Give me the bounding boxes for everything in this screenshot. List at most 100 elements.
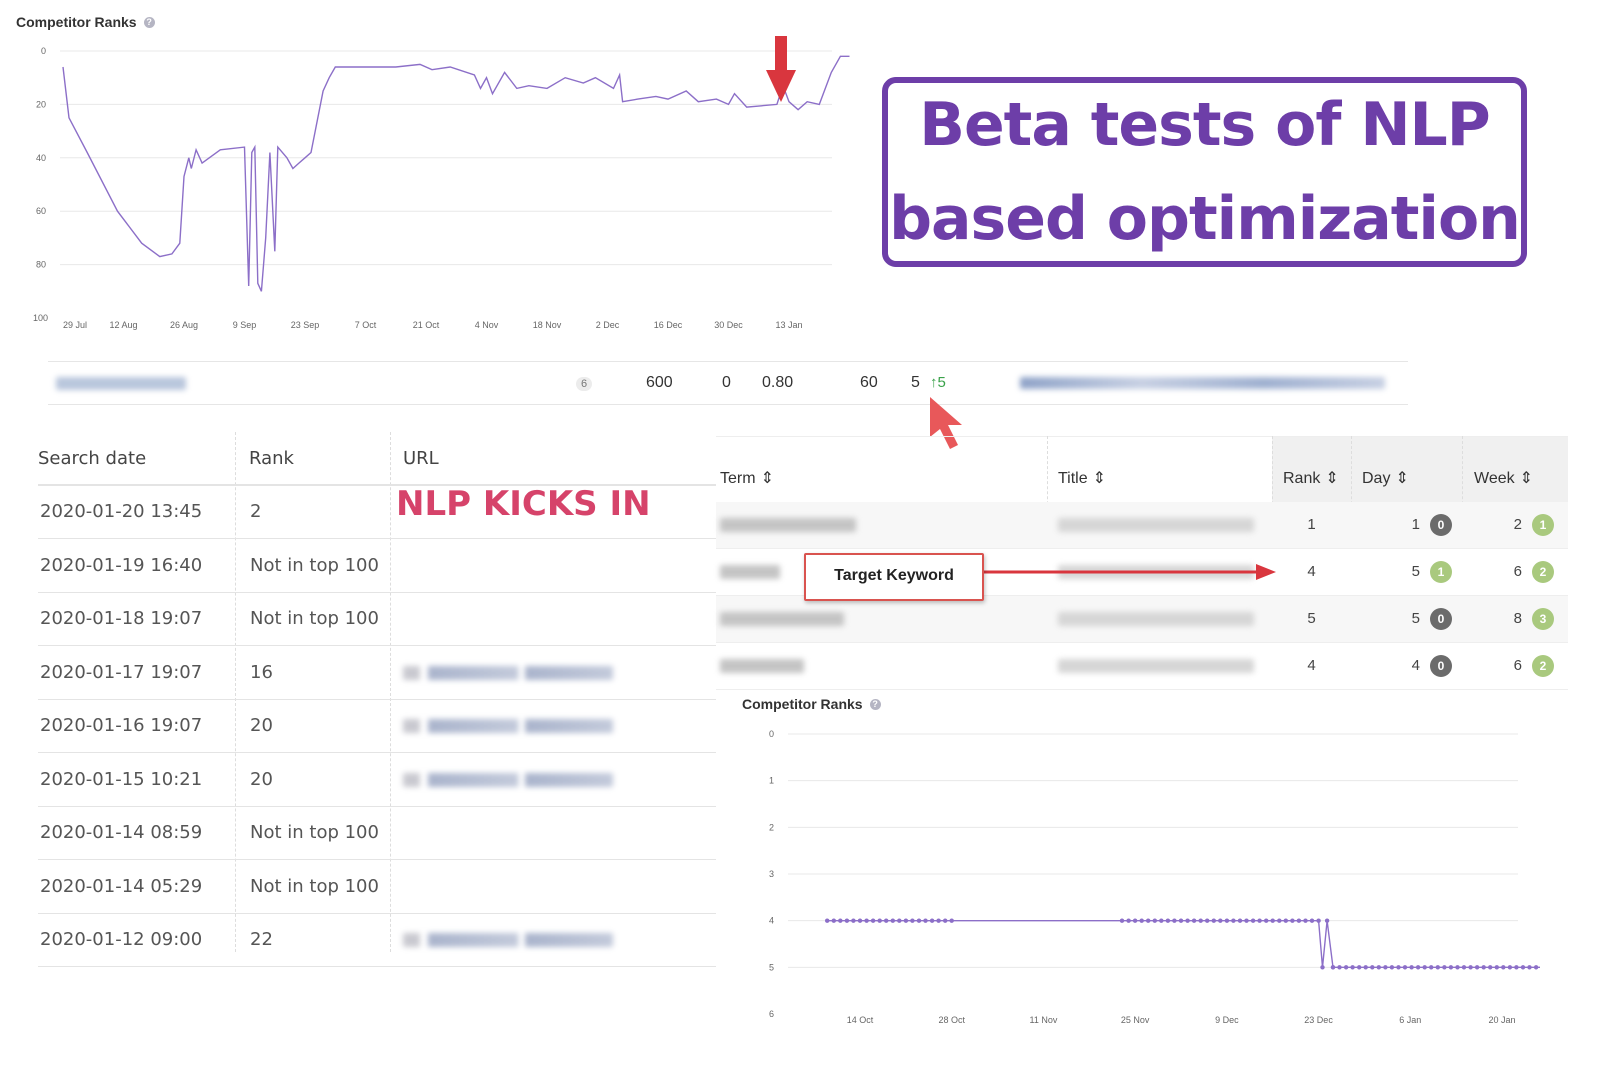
data-point: [1468, 965, 1473, 970]
week-value: 8: [1513, 610, 1522, 627]
keyword-row[interactable]: 6 600 0 0.80 60 5 ↑5: [48, 361, 1408, 405]
blurred-title: [1058, 659, 1254, 673]
table-row: 2020-01-14 05:29 Not in top 100: [38, 860, 716, 914]
search-date-cell: 2020-01-15 10:21: [40, 768, 203, 790]
data-point: [1337, 965, 1342, 970]
day-change-badge: 0: [1430, 655, 1452, 678]
week-change-badge: 3: [1532, 608, 1554, 631]
header-day[interactable]: Day ⇕: [1362, 437, 1409, 503]
rank-cell: 22: [250, 929, 273, 950]
data-point: [1527, 965, 1532, 970]
table-header: Search date Rank URL: [38, 432, 716, 486]
data-point: [1507, 965, 1513, 970]
data-point: [1409, 965, 1414, 970]
top-chart-title-text: Competitor Ranks: [16, 14, 137, 30]
header-day-label: Day: [1362, 470, 1391, 488]
data-point: [1178, 918, 1184, 923]
x-tick-label: 13 Jan: [775, 320, 802, 330]
day-value: 5: [1411, 563, 1420, 580]
keyword-metric-2: 0: [722, 374, 731, 391]
top-chart-title: Competitor Ranks ?: [16, 14, 155, 30]
header-rank[interactable]: Rank ⇕: [1283, 437, 1339, 503]
sort-icon: ⇕: [1092, 470, 1107, 487]
header-title[interactable]: Title ⇕: [1058, 437, 1106, 503]
data-point: [1264, 918, 1269, 923]
data-point: [1205, 918, 1210, 923]
data-point: [857, 918, 863, 923]
help-icon[interactable]: ?: [869, 698, 881, 710]
x-tick-label: 9 Dec: [1215, 1015, 1239, 1025]
header-url[interactable]: URL: [403, 448, 439, 469]
terms-header: Term ⇕ Title ⇕ Rank ⇕ Day ⇕ Week ⇕: [716, 436, 1568, 504]
keyword-metric-4: 60: [860, 374, 878, 391]
table-row: 2020-01-20 13:45 2: [38, 485, 716, 539]
data-point: [1330, 965, 1336, 970]
data-point: [838, 918, 843, 923]
day-value: 4: [1411, 657, 1420, 674]
data-point: [844, 918, 850, 923]
search-date-cell: 2020-01-18 19:07: [40, 608, 203, 629]
search-date-cell: 2020-01-16 19:07: [40, 715, 203, 736]
data-point: [936, 918, 941, 923]
data-point: [1415, 965, 1421, 970]
table-row: 2020-01-14 08:59 Not in top 100: [38, 806, 716, 860]
data-point: [1343, 965, 1349, 970]
week-value: 6: [1513, 563, 1522, 580]
header-week[interactable]: Week ⇕: [1474, 437, 1533, 503]
data-point: [1119, 918, 1125, 923]
data-point: [825, 918, 830, 923]
cursor-arrow-icon: [930, 397, 962, 449]
data-point: [897, 918, 902, 923]
blurred-url-cell: [403, 772, 613, 787]
y-tick-label: 2: [769, 822, 774, 832]
series-line: [62, 55, 850, 292]
header-search-date[interactable]: Search date: [38, 448, 147, 469]
data-point: [1146, 918, 1151, 923]
data-point: [1481, 965, 1486, 970]
data-point: [1139, 918, 1144, 923]
search-date-cell: 2020-01-17 19:07: [40, 661, 203, 683]
data-point: [1376, 965, 1381, 970]
rank-cell: 2: [250, 501, 262, 522]
rank-cell: 5: [1272, 596, 1351, 642]
top-competitor-ranks-chart: 0 20 40 60 80 100 29 Jul 12 Aug 26 Aug 9 Sep 23 Se…: [33, 46, 850, 330]
data-point: [1198, 918, 1203, 923]
x-tick-label: 29 Jul: [63, 320, 87, 330]
help-icon[interactable]: ?: [143, 16, 155, 28]
x-tick-label: 18 Nov: [533, 320, 562, 330]
rank-cell: 16: [250, 661, 273, 683]
data-point: [1283, 918, 1288, 923]
rank-cell: 4: [1272, 643, 1351, 689]
y-tick-label: 3: [769, 869, 774, 879]
data-point: [1132, 918, 1138, 923]
red-down-arrow-icon: [766, 36, 796, 102]
data-point: [1320, 965, 1325, 970]
data-point: [1159, 918, 1164, 923]
blurred-term: [720, 612, 844, 626]
data-point: [1429, 965, 1434, 970]
data-point: [916, 918, 922, 923]
data-point: [1514, 965, 1519, 970]
x-tick-label: 30 Dec: [714, 320, 743, 330]
search-date-cell: 2020-01-14 05:29: [40, 875, 203, 897]
week-value: 2: [1513, 516, 1522, 533]
data-point: [1435, 965, 1440, 970]
header-rank[interactable]: Rank: [249, 448, 294, 469]
x-tick-label: 21 Oct: [413, 320, 440, 330]
blurred-term: [720, 518, 856, 532]
table-row: 2020-01-12 09:00 22: [38, 913, 716, 967]
table-row: 2020-01-16 19:07 20: [38, 699, 716, 753]
header-rank-label: Rank: [1283, 470, 1321, 488]
table-row: 2020-01-19 16:40 Not in top 100: [38, 539, 716, 593]
x-tick-label: 28 Oct: [938, 1015, 965, 1025]
data-point: [1257, 918, 1262, 923]
blurred-url-cell: [403, 933, 613, 947]
rank-cell: Not in top 100: [250, 822, 379, 843]
header-term[interactable]: Term ⇕: [720, 437, 774, 503]
blurred-term: [720, 659, 804, 673]
nlp-kicks-in-label: NLP KICKS IN: [396, 484, 651, 524]
